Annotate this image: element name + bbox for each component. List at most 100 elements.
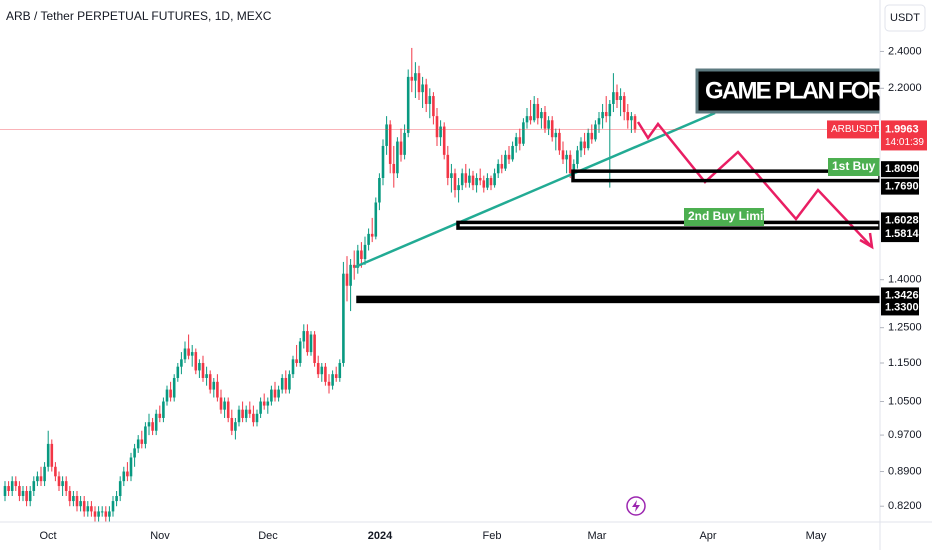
candle-body (122, 471, 126, 482)
candle-body (68, 491, 72, 502)
candle-body (25, 491, 28, 502)
candle-body (363, 244, 367, 260)
candle-body (205, 374, 208, 378)
candle-body (43, 466, 46, 482)
candle-body (216, 381, 219, 398)
y-tick-label: 2.2000 (888, 82, 922, 94)
x-tick-label: 2024 (368, 530, 393, 542)
price-tag (881, 161, 919, 178)
candle-body (230, 417, 234, 431)
y-tick-label: 0.8900 (888, 465, 922, 477)
level-zone (456, 220, 882, 230)
candle-body (57, 476, 61, 487)
candle-body (414, 73, 417, 81)
candle-body (586, 132, 590, 149)
candle-body (453, 173, 457, 191)
candle-body (493, 173, 496, 186)
candle-body (180, 359, 183, 367)
candle-body (306, 331, 309, 353)
symbol-tag (827, 120, 879, 139)
price-tag (881, 226, 919, 243)
candle-body (507, 154, 511, 160)
candle-body (313, 334, 316, 363)
candle-body (482, 180, 486, 188)
price-tag (881, 212, 919, 229)
candle-body (100, 511, 104, 513)
candle-body (309, 334, 313, 353)
candle-body (50, 443, 54, 467)
candle-body (140, 439, 144, 444)
candle-body (432, 96, 435, 117)
candle-body (342, 273, 345, 363)
y-tick-label: 1.2500 (888, 322, 922, 334)
candle-body (374, 202, 378, 237)
drawings (354, 111, 874, 269)
candle-body (259, 401, 262, 414)
y-tick-label: 1.0500 (888, 395, 922, 407)
candle-body (129, 457, 133, 477)
banner-text: GAME PLAN FOR (705, 77, 885, 104)
candle-body (349, 264, 352, 286)
candle-body (7, 486, 10, 492)
event-icon[interactable] (626, 496, 646, 516)
candle-body (126, 471, 129, 477)
candle-body (320, 366, 324, 375)
candle-body (626, 112, 630, 121)
candle-body (219, 397, 223, 410)
candle-body (14, 481, 18, 487)
candle-body (460, 173, 464, 186)
candle-body (223, 401, 226, 410)
candle-body (277, 389, 280, 398)
label-box (684, 208, 764, 226)
candle-body (334, 374, 338, 378)
candle-body (115, 496, 118, 502)
candle-body (518, 137, 522, 144)
candle-body (576, 150, 579, 164)
price-tag (881, 178, 919, 195)
candle-body (421, 84, 424, 93)
currency-button[interactable] (884, 4, 926, 32)
candle-body (619, 96, 622, 100)
candle-body (201, 362, 205, 378)
current-price-label: 1.9963 (885, 123, 919, 135)
candle-body (183, 348, 187, 360)
candle-body (331, 374, 334, 386)
candle-body (237, 409, 241, 423)
y-tick-label: 0.8200 (888, 500, 922, 512)
x-tick-label: May (806, 530, 827, 542)
candle-body (241, 409, 244, 418)
candle-body (151, 422, 154, 431)
candle-body (176, 366, 180, 378)
candle-body (410, 76, 414, 81)
candle-body (266, 401, 270, 406)
candle-body (133, 448, 136, 458)
candle-body (633, 116, 637, 130)
candle-body (28, 491, 32, 502)
candle-body (608, 103, 612, 117)
candle-body (345, 273, 349, 286)
candle-body (615, 92, 619, 100)
price-tag (881, 120, 927, 151)
candle-body (558, 132, 561, 151)
candles (3, 47, 637, 522)
candle-body (291, 359, 295, 375)
candle-body (316, 362, 320, 375)
candle-body (594, 124, 597, 140)
candle-body (288, 374, 291, 390)
symbol-label: ARBUSDT.P (831, 124, 887, 135)
trend-line (354, 111, 716, 269)
candle-body (21, 491, 25, 497)
candle-body (522, 122, 525, 144)
candle-body (565, 154, 568, 160)
candle-body (3, 486, 7, 497)
candle-body (597, 118, 601, 125)
candle-body (82, 501, 86, 512)
candle-body (536, 103, 540, 119)
x-tick-label: Apr (699, 530, 716, 542)
candle-body (198, 362, 201, 371)
candle-body (525, 116, 529, 123)
currency-text: USDT (890, 12, 920, 24)
candle-body (338, 362, 342, 378)
x-tick-label: Dec (258, 530, 278, 542)
candle-body (136, 439, 140, 449)
